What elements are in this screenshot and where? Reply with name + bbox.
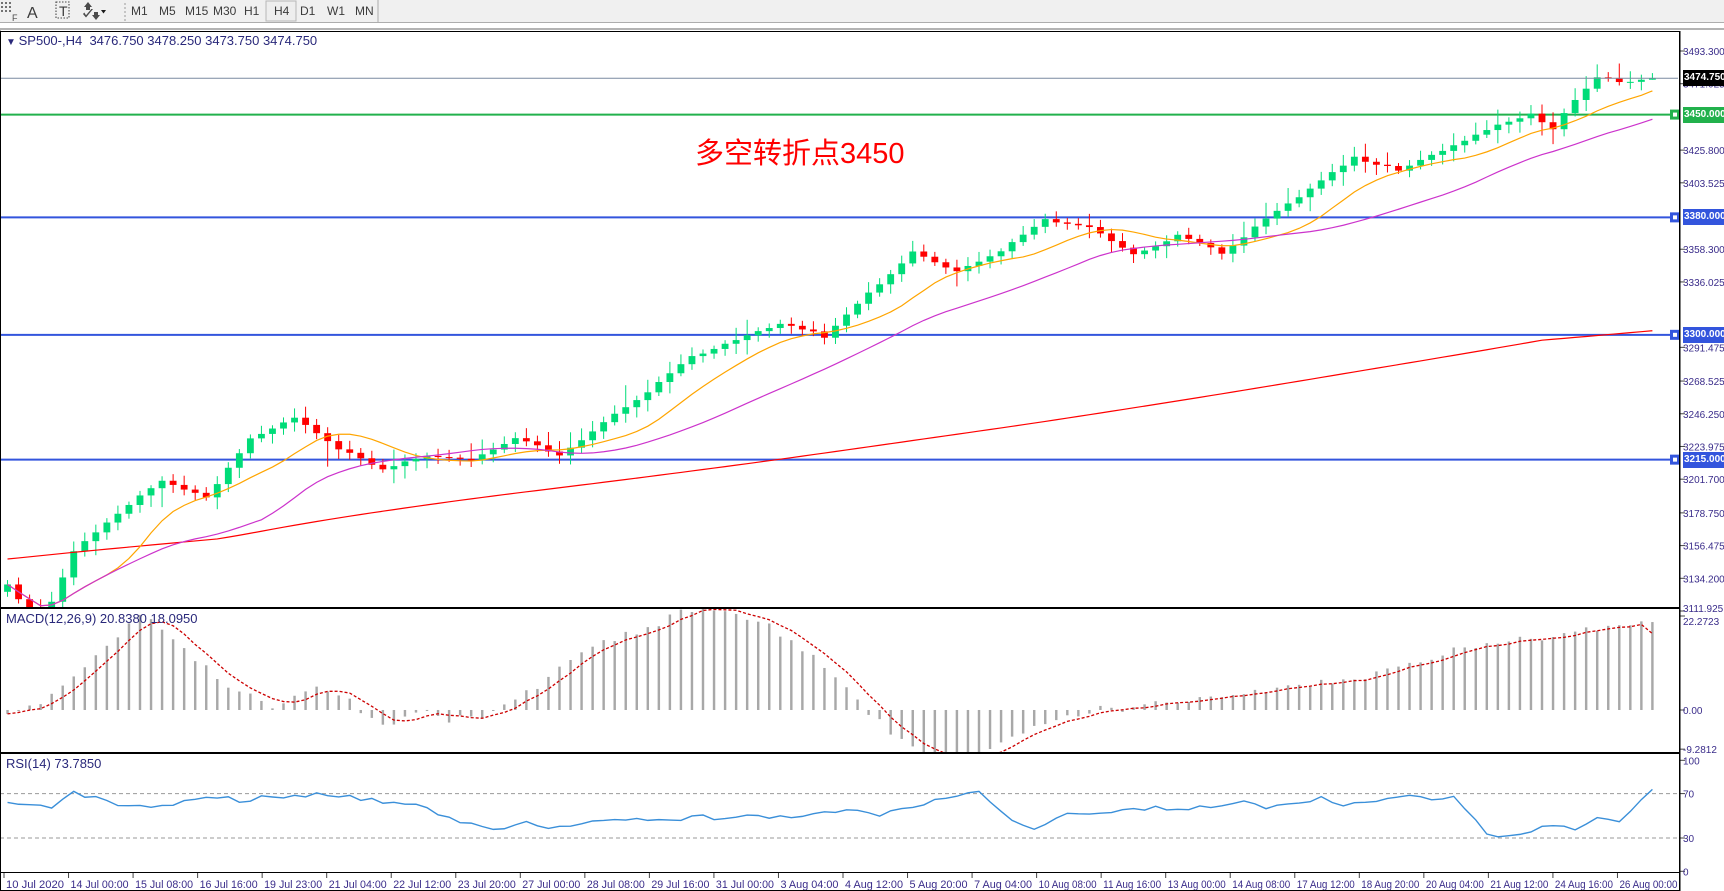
svg-text:3201.700: 3201.700: [1683, 475, 1724, 486]
svg-text:22.2723: 22.2723: [1683, 617, 1720, 628]
svg-text:24 Aug 16:00: 24 Aug 16:00: [1555, 879, 1613, 891]
svg-text:M1: M1: [131, 4, 148, 18]
svg-text:MN: MN: [355, 4, 374, 18]
svg-text:11 Aug 16:00: 11 Aug 16:00: [1103, 879, 1161, 891]
svg-text:16 Jul 16:00: 16 Jul 16:00: [200, 879, 258, 891]
svg-text:4 Aug 12:00: 4 Aug 12:00: [845, 879, 903, 891]
svg-text:3358.300: 3358.300: [1683, 245, 1724, 256]
svg-text:3134.200: 3134.200: [1683, 574, 1724, 585]
svg-text:23 Jul 20:00: 23 Jul 20:00: [458, 879, 516, 891]
svg-text:31 Jul 00:00: 31 Jul 00:00: [716, 879, 774, 891]
svg-text:H1: H1: [244, 4, 260, 18]
svg-text:5 Aug 20:00: 5 Aug 20:00: [910, 879, 968, 891]
svg-text:H4: H4: [274, 4, 290, 18]
svg-text:18 Aug 20:00: 18 Aug 20:00: [1361, 879, 1419, 891]
svg-text:29 Jul 16:00: 29 Jul 16:00: [651, 879, 709, 891]
svg-text:3156.475: 3156.475: [1683, 542, 1724, 553]
svg-text:M30: M30: [213, 4, 237, 18]
svg-text:3 Aug 04:00: 3 Aug 04:00: [780, 879, 838, 891]
svg-text:22 Jul 12:00: 22 Jul 12:00: [393, 879, 451, 891]
svg-text:28 Jul 08:00: 28 Jul 08:00: [587, 879, 645, 891]
svg-text:30: 30: [1683, 834, 1695, 845]
svg-text:3268.525: 3268.525: [1683, 377, 1724, 388]
svg-text:3425.800: 3425.800: [1683, 146, 1724, 157]
svg-text:3246.250: 3246.250: [1683, 410, 1724, 421]
svg-text:3291.475: 3291.475: [1683, 343, 1724, 354]
svg-text:14 Jul 00:00: 14 Jul 00:00: [71, 879, 129, 891]
svg-text:14 Aug 08:00: 14 Aug 08:00: [1232, 879, 1290, 891]
svg-text:20 Aug 04:00: 20 Aug 04:00: [1426, 879, 1484, 891]
svg-text:10 Jul 2020: 10 Jul 2020: [6, 879, 64, 891]
svg-text:0.00: 0.00: [1683, 706, 1703, 717]
svg-text:A: A: [27, 5, 38, 22]
svg-text:D1: D1: [300, 4, 316, 18]
svg-text:27 Jul 00:00: 27 Jul 00:00: [522, 879, 580, 891]
svg-text:100: 100: [1683, 756, 1700, 767]
svg-text:21 Aug 12:00: 21 Aug 12:00: [1490, 879, 1548, 891]
svg-text:13 Aug 00:00: 13 Aug 00:00: [1168, 879, 1226, 891]
svg-text:26 Aug 00:00: 26 Aug 00:00: [1619, 879, 1677, 891]
svg-text:M5: M5: [159, 4, 176, 18]
svg-text:T: T: [59, 3, 68, 19]
svg-text:M15: M15: [185, 4, 209, 18]
svg-text:21 Jul 04:00: 21 Jul 04:00: [329, 879, 387, 891]
svg-text:3178.750: 3178.750: [1683, 509, 1724, 520]
svg-text:15 Jul 08:00: 15 Jul 08:00: [135, 879, 193, 891]
svg-text:70: 70: [1683, 790, 1695, 801]
svg-text:10 Aug 08:00: 10 Aug 08:00: [1039, 879, 1097, 891]
svg-text:3403.525: 3403.525: [1683, 179, 1724, 190]
svg-text:3336.025: 3336.025: [1683, 278, 1724, 289]
svg-text:W1: W1: [327, 4, 345, 18]
svg-text:7 Aug 04:00: 7 Aug 04:00: [974, 879, 1032, 891]
svg-text:3493.300: 3493.300: [1683, 47, 1724, 58]
svg-text:19 Jul 23:00: 19 Jul 23:00: [264, 879, 322, 891]
svg-text:F: F: [12, 13, 18, 23]
svg-text:17 Aug 12:00: 17 Aug 12:00: [1297, 879, 1355, 891]
